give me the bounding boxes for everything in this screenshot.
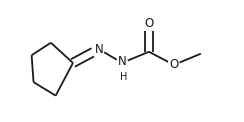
Text: N: N xyxy=(94,43,103,56)
Text: O: O xyxy=(169,58,179,71)
Text: O: O xyxy=(144,17,153,30)
Text: N: N xyxy=(118,56,126,68)
Text: H: H xyxy=(120,72,127,82)
